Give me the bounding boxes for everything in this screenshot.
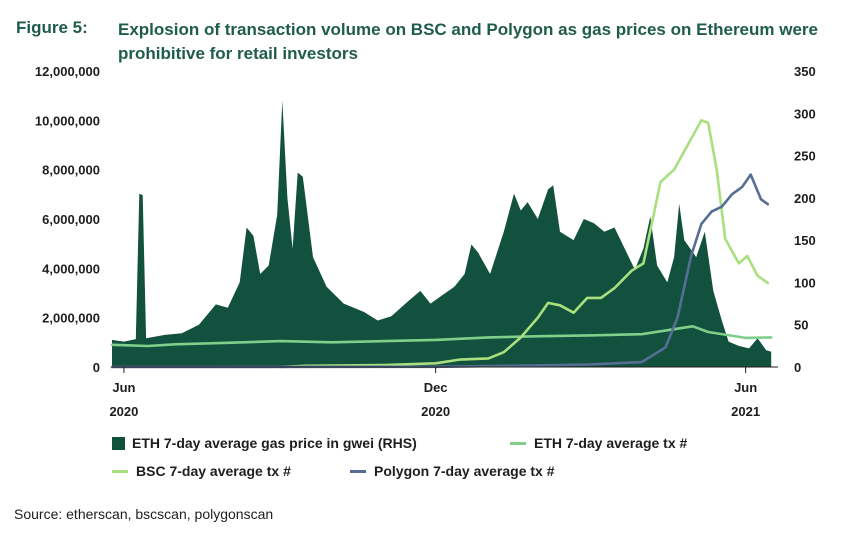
gas-price-area <box>112 100 772 367</box>
y-right-tick-label: 0 <box>794 360 801 375</box>
y-left-tick-label: 10,000,000 <box>35 113 100 128</box>
legend-swatch-bsc <box>112 469 128 473</box>
left-axis-ticks: 0 2,000,000 4,000,000 6,000,000 8,000,000 10,… <box>35 64 100 375</box>
y-left-tick-label: 0 <box>93 360 100 375</box>
x-tick-year-label: 2020 <box>421 404 450 419</box>
tx-lines-layer <box>110 119 773 369</box>
x-tick-label: Jun <box>112 380 135 395</box>
y-right-tick-label: 100 <box>794 275 816 290</box>
x-axis-ticks: Jun 2020 Dec 2020 Jun 2021 <box>109 367 760 419</box>
x-tick-year-label: 2021 <box>731 404 760 419</box>
legend-item-polygon: Polygon 7-day average tx # <box>350 463 555 479</box>
y-right-tick-label: 50 <box>794 318 808 333</box>
y-left-tick-label: 4,000,000 <box>42 261 100 276</box>
legend-label-gas: ETH 7-day average gas price in gwei (RHS… <box>132 435 417 451</box>
chart-title: Explosion of transaction volume on BSC a… <box>118 20 818 63</box>
x-tick-label: Jun <box>734 380 757 395</box>
y-left-tick-label: 2,000,000 <box>42 311 100 326</box>
gas-price-area-layer <box>112 100 772 367</box>
y-right-tick-label: 350 <box>794 64 816 79</box>
y-right-tick-label: 150 <box>794 233 816 248</box>
legend-item-bsc: BSC 7-day average tx # <box>112 463 291 479</box>
y-right-tick-label: 250 <box>794 149 816 164</box>
right-axis-ticks: 0 50 100 150 200 250 300 350 <box>794 64 816 375</box>
x-tick-year-label: 2020 <box>109 404 138 419</box>
legend-label-bsc: BSC 7-day average tx # <box>136 463 291 479</box>
y-left-tick-label: 6,000,000 <box>42 212 100 227</box>
y-left-tick-label: 12,000,000 <box>35 64 100 79</box>
legend-item-eth: ETH 7-day average tx # <box>510 435 687 451</box>
figure-label: Figure 5: <box>16 18 88 37</box>
eth-tx-line <box>110 325 773 348</box>
y-right-tick-label: 300 <box>794 106 816 121</box>
bsc-tx-line <box>279 119 770 369</box>
polygon-tx-line <box>110 173 770 369</box>
legend-swatch-eth <box>510 441 526 445</box>
legend-swatch-gas <box>112 436 125 450</box>
x-tick-label: Dec <box>424 380 448 395</box>
y-right-tick-label: 200 <box>794 191 816 206</box>
legend-label-eth: ETH 7-day average tx # <box>534 435 688 451</box>
legend-swatch-polygon <box>350 469 366 473</box>
legend-label-polygon: Polygon 7-day average tx # <box>374 463 555 479</box>
source-note: Source: etherscan, bscscan, polygonscan <box>14 506 274 522</box>
legend-item-gas: ETH 7-day average gas price in gwei (RHS… <box>112 435 417 451</box>
y-left-tick-label: 8,000,000 <box>42 163 100 178</box>
